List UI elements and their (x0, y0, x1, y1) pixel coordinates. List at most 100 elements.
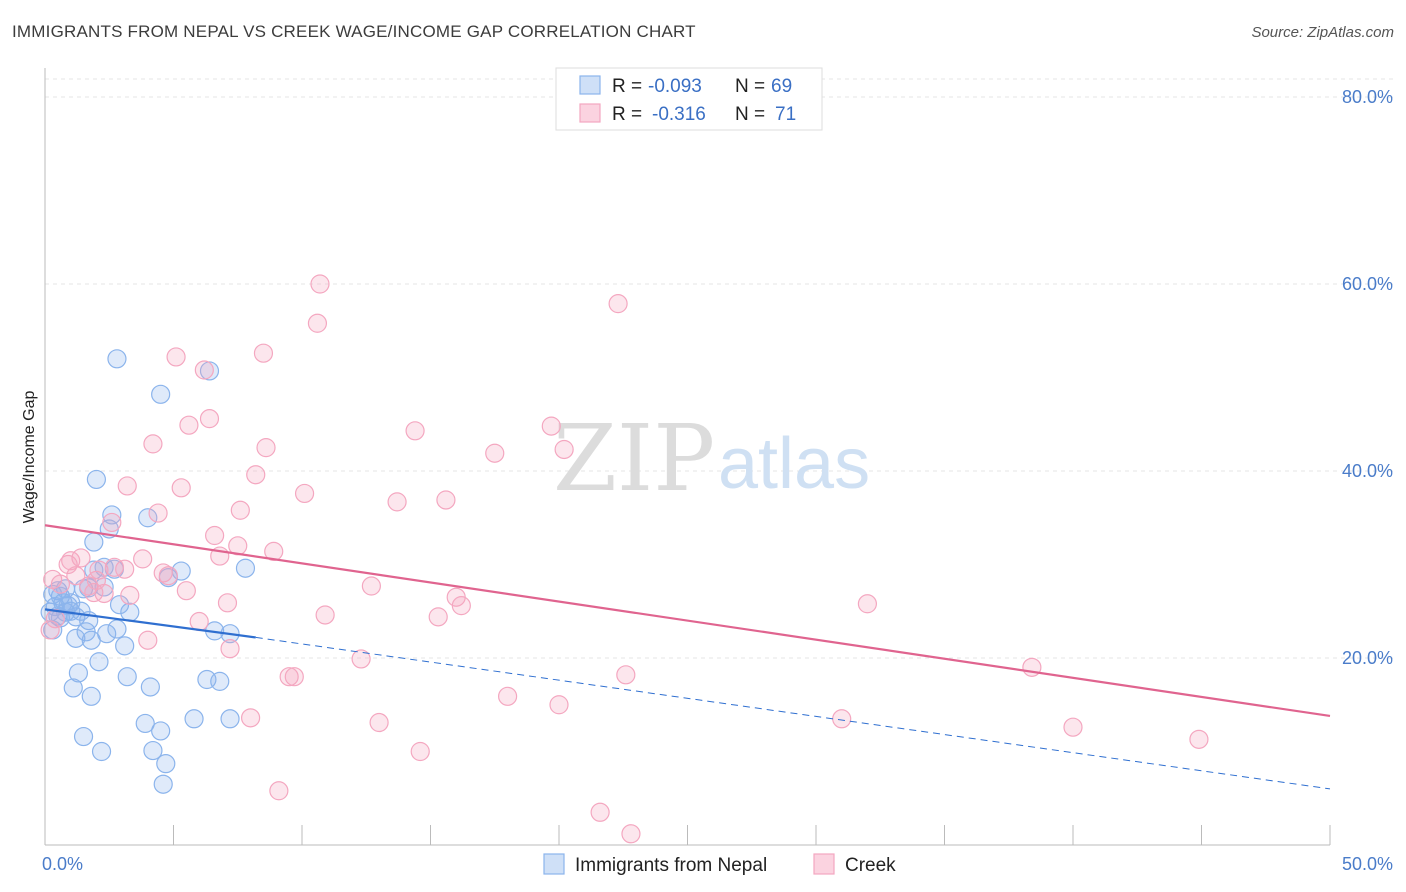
trend-line-creek (44, 524, 1331, 718)
legend-r-label-creek: R = (612, 104, 642, 125)
point-nepal (91, 741, 112, 762)
point-creek (133, 549, 153, 569)
trend-line-nepal-extension (255, 636, 1331, 790)
y-tick-label: 40.0% (1342, 461, 1393, 481)
bottom-legend-swatch-creek (813, 853, 835, 875)
point-creek (153, 563, 173, 583)
point-creek (94, 583, 114, 604)
point-creek (217, 593, 238, 613)
y-tick-label: 60.0% (1342, 274, 1393, 294)
point-creek (246, 465, 266, 485)
point-creek (498, 686, 518, 706)
point-creek (241, 708, 261, 728)
point-nepal (73, 726, 94, 747)
point-creek (369, 712, 389, 733)
point-creek (485, 443, 505, 463)
point-creek (117, 476, 137, 496)
point-nepal (89, 652, 109, 672)
point-creek (220, 639, 240, 659)
point-nepal (97, 624, 117, 644)
point-creek (616, 665, 636, 685)
point-nepal (235, 558, 256, 578)
point-creek (410, 741, 430, 762)
point-creek (143, 434, 163, 454)
point-nepal (84, 532, 104, 552)
point-creek (89, 560, 109, 580)
bottom-legend-label-creek: Creek (845, 855, 896, 876)
point-creek (199, 409, 220, 429)
point-creek (554, 439, 574, 460)
y-tick-label: 80.0% (1342, 87, 1393, 107)
point-creek (230, 500, 250, 520)
point-nepal (117, 667, 137, 687)
point-nepal (81, 686, 101, 706)
point-creek (102, 512, 122, 533)
point-nepal (135, 713, 155, 734)
point-creek (428, 607, 448, 627)
point-creek (176, 581, 196, 601)
point-creek (269, 781, 289, 801)
point-creek (1063, 717, 1083, 737)
legend-swatch-nepal (579, 75, 601, 95)
trend-line-nepal (44, 608, 256, 639)
legend-n-value-nepal: 69 (771, 76, 792, 97)
point-nepal (115, 636, 135, 656)
point-nepal (140, 677, 160, 697)
legend-n-label-nepal: N = (735, 76, 765, 97)
point-nepal (143, 740, 163, 761)
point-creek (832, 709, 852, 729)
point-creek (71, 548, 91, 568)
point-creek (256, 438, 276, 458)
source-label: Source: ZipAtlas.com (1251, 24, 1394, 41)
point-nepal (63, 678, 83, 698)
watermark-atlas: atlas (718, 424, 870, 504)
point-creek (84, 582, 104, 603)
x-ticks (44, 825, 1331, 845)
point-creek (310, 274, 330, 294)
legend-r-value-creek: -0.316 (652, 104, 706, 125)
point-creek (284, 667, 304, 687)
point-creek (621, 824, 641, 844)
point-creek (590, 802, 610, 822)
y-tick-labels: 20.0% 40.0% 60.0% 80.0% (1342, 87, 1393, 668)
point-creek (158, 566, 178, 586)
point-creek (115, 559, 135, 579)
point-creek (307, 313, 328, 333)
point-creek (451, 596, 471, 616)
legend-n-label-creek: N = (735, 104, 765, 125)
legend-n-value-creek: 71 (775, 104, 796, 125)
point-nepal (184, 709, 204, 729)
point-nepal (107, 619, 127, 639)
point-nepal (153, 774, 173, 794)
point-creek (549, 695, 569, 715)
point-nepal (68, 663, 89, 683)
point-creek (205, 525, 225, 546)
point-creek (50, 574, 71, 594)
point-creek (148, 503, 168, 523)
point-creek (166, 347, 186, 367)
point-nepal (102, 505, 122, 525)
legend-r-label-nepal: R = (612, 76, 642, 97)
bottom-legend-label-nepal: Immigrants from Nepal (575, 855, 767, 876)
point-nepal (120, 602, 140, 622)
point-nepal (86, 469, 107, 490)
point-nepal (66, 628, 86, 648)
point-creek (361, 576, 381, 596)
data-points (40, 274, 1209, 844)
legend-swatch-creek (579, 103, 601, 123)
point-creek (351, 649, 371, 669)
point-creek (66, 566, 86, 586)
point-creek (40, 620, 60, 640)
x-tick-label-min: 0.0% (42, 854, 83, 874)
point-creek (189, 611, 209, 632)
point-creek (194, 360, 214, 380)
trend-lines (44, 524, 1331, 790)
point-creek (387, 492, 407, 512)
point-creek (294, 483, 315, 504)
point-creek (179, 415, 199, 435)
point-nepal (107, 349, 127, 369)
point-nepal (210, 671, 230, 691)
point-nepal (156, 754, 176, 774)
point-creek (279, 667, 299, 687)
